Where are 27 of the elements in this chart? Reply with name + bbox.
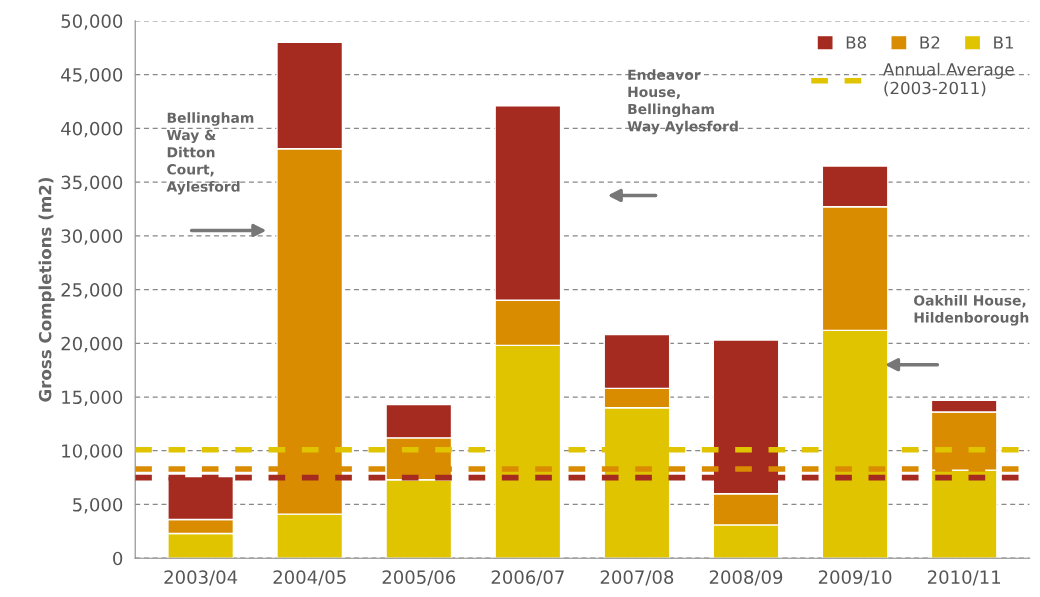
x-tick-label: 2003/04: [164, 570, 238, 586]
legend-label: B1: [994, 36, 1014, 49]
y-tick-label: 25,000: [61, 283, 123, 299]
x-tick-label: 2007/08: [600, 570, 674, 586]
x-tick-label: 2009/10: [818, 570, 892, 586]
y-axis-title: Gross Completions (m2): [38, 178, 55, 402]
legend-label: Annual Average (2003-2011): [883, 62, 1014, 97]
y-tick-label: 0: [113, 551, 123, 566]
annotation: Bellingham Way & Ditton Court, Aylesford: [166, 112, 254, 195]
annotation: Endeavor House, Bellingham Way Aylesford: [627, 69, 738, 135]
legend-label: B2: [920, 36, 940, 49]
legend-label: B8: [846, 36, 867, 49]
y-tick-label: 40,000: [61, 121, 123, 138]
y-tick-label: 5,000: [73, 497, 123, 514]
y-tick-label: 30,000: [61, 229, 123, 245]
y-tick-label: 10,000: [62, 444, 123, 460]
x-tick-label: 2008/09: [709, 570, 783, 586]
x-tick-label: 2010/11: [927, 570, 1000, 586]
y-tick-label: 50,000: [61, 14, 123, 30]
y-tick-label: 15,000: [62, 390, 123, 406]
x-tick-label: 2005/06: [382, 570, 456, 586]
y-tick-label: 45,000: [61, 68, 123, 84]
x-tick-label: 2004/05: [273, 570, 346, 586]
annotation: Oakhill House, Hildenborough: [914, 294, 1029, 326]
x-tick-label: 2006/07: [491, 570, 564, 586]
y-tick-label: 35,000: [61, 175, 123, 192]
y-tick-label: 20,000: [61, 336, 123, 353]
